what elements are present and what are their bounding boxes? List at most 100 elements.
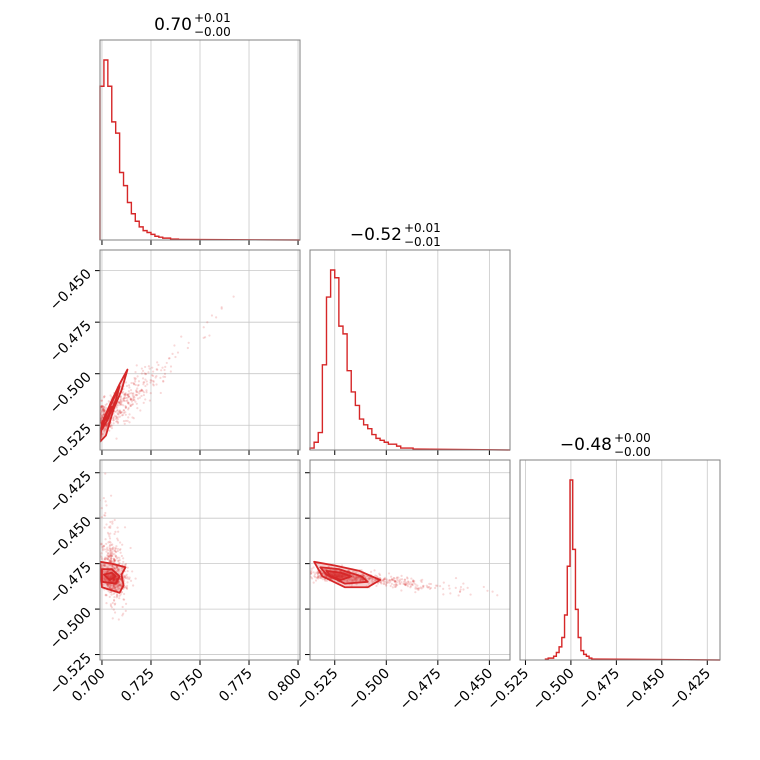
sample-point <box>232 295 235 298</box>
sample-point <box>97 415 99 417</box>
sample-point <box>210 314 214 317</box>
sample-point <box>115 576 118 579</box>
sample-point <box>132 584 135 587</box>
sample-point <box>112 546 115 549</box>
sample-point <box>108 555 111 558</box>
sample-point <box>370 579 373 583</box>
sample-point <box>103 514 106 517</box>
sample-point <box>404 583 407 586</box>
sample-point <box>94 420 96 422</box>
sample-point <box>105 504 108 507</box>
sample-point <box>400 581 403 584</box>
sample-point <box>105 556 108 559</box>
sample-point <box>403 582 406 586</box>
sample-point <box>127 408 130 411</box>
sample-point <box>112 579 115 582</box>
sample-point <box>316 571 319 574</box>
sample-point <box>90 539 92 541</box>
sample-point <box>106 569 109 572</box>
sample-point <box>132 398 135 401</box>
sample-point <box>96 419 98 421</box>
sample-point <box>208 334 211 337</box>
sample-point <box>92 427 94 429</box>
sample-point <box>91 407 93 409</box>
sample-point <box>114 578 117 581</box>
sample-point <box>104 511 107 515</box>
sample-point <box>120 410 123 414</box>
sample-point <box>409 585 413 588</box>
sample-point <box>130 391 133 395</box>
sample-point <box>113 578 116 581</box>
sample-point <box>132 396 135 400</box>
sample-point <box>109 520 112 524</box>
sample-point <box>352 576 355 579</box>
sample-point <box>114 559 117 562</box>
sample-point <box>359 579 362 582</box>
sample-point <box>130 381 133 385</box>
sample-point <box>111 586 114 590</box>
sample-point <box>116 537 119 540</box>
sample-point <box>187 341 190 344</box>
sample-point <box>126 581 129 584</box>
sample-point <box>97 409 99 411</box>
sample-point <box>117 588 120 591</box>
sample-point <box>132 392 135 395</box>
sample-point <box>92 414 94 416</box>
sample-point <box>396 578 399 582</box>
y-tick-label: −0.525 <box>47 421 95 469</box>
x-tick-label: −0.425 <box>666 666 714 714</box>
sample-point <box>110 584 113 587</box>
sample-point <box>126 566 129 569</box>
sample-point <box>100 408 103 412</box>
sample-point <box>301 570 303 572</box>
sample-point <box>120 414 124 417</box>
sample-point <box>90 414 92 416</box>
sample-point <box>156 361 159 364</box>
sample-point <box>459 585 463 589</box>
sample-point <box>112 578 116 581</box>
histogram-panel-3 <box>519 459 721 661</box>
sample-point <box>97 426 99 428</box>
sample-point <box>310 567 313 570</box>
sample-point <box>117 580 121 583</box>
param-1-title: 0.70 +0.01−0.00 <box>154 11 231 39</box>
sample-point <box>105 402 108 405</box>
sample-point <box>118 559 121 562</box>
sample-point <box>115 566 118 569</box>
sample-point <box>124 576 127 579</box>
sample-point <box>368 576 371 579</box>
sample-point <box>152 380 155 383</box>
sample-point <box>93 423 95 425</box>
sample-point <box>404 580 407 583</box>
sample-point <box>367 582 370 585</box>
sample-point <box>124 394 127 397</box>
sample-point <box>122 560 125 564</box>
sample-point <box>136 393 139 397</box>
sample-point <box>91 422 93 424</box>
sample-point <box>114 579 117 582</box>
sample-point <box>123 592 126 596</box>
sample-point <box>399 578 402 581</box>
sample-point <box>133 399 136 402</box>
sample-point <box>124 381 128 384</box>
sample-point <box>98 432 100 434</box>
sample-point <box>135 389 138 392</box>
sample-point <box>119 583 122 586</box>
sample-point <box>107 583 111 586</box>
sample-point <box>117 586 120 589</box>
sample-point <box>100 413 103 416</box>
sample-point <box>361 578 364 581</box>
sample-point <box>108 585 111 589</box>
sample-point <box>412 579 415 582</box>
sample-point <box>393 580 396 583</box>
sample-point <box>131 403 135 406</box>
sample-point <box>127 384 131 387</box>
sample-point <box>101 549 105 552</box>
sample-point <box>105 583 109 586</box>
sample-point <box>155 375 158 378</box>
sample-point <box>310 571 313 574</box>
sample-point <box>352 574 355 577</box>
sample-point <box>434 584 438 587</box>
sample-point <box>164 365 167 368</box>
sample-point <box>102 413 105 416</box>
